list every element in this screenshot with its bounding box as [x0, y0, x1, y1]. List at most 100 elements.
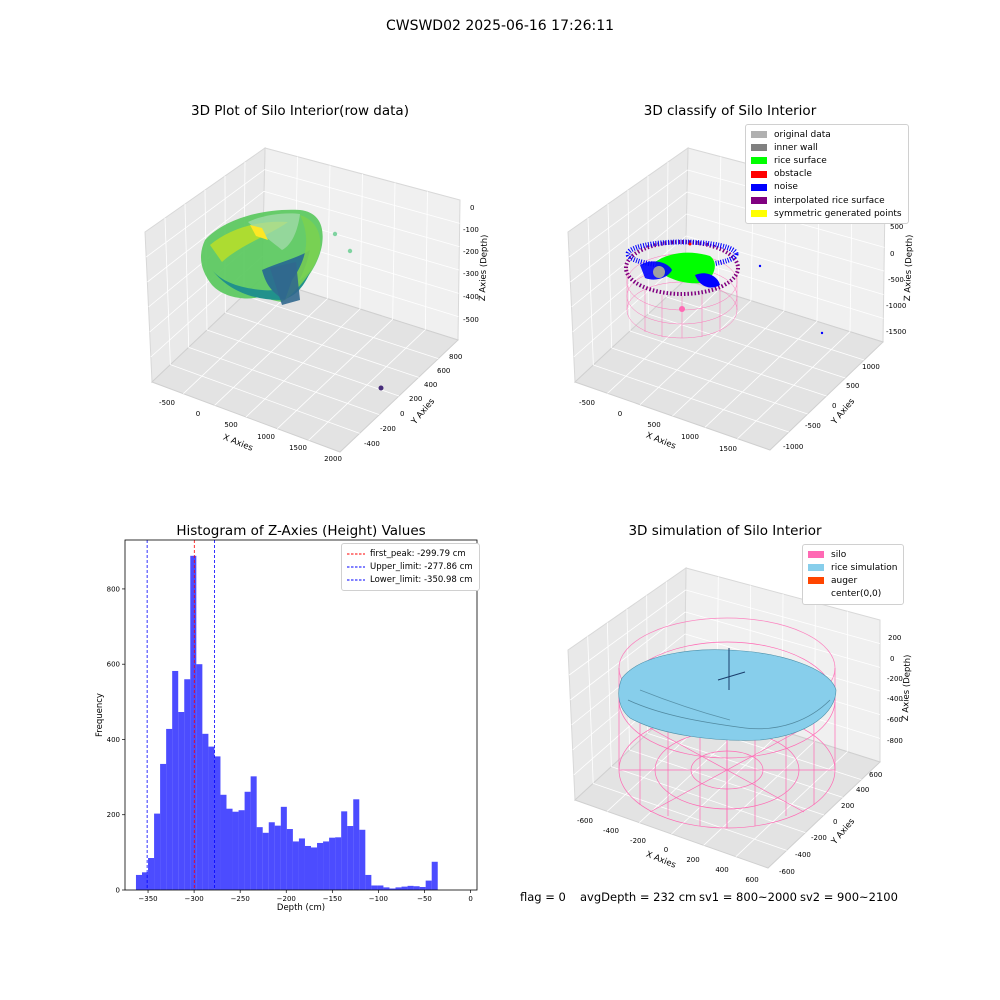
legend-swatch: [808, 551, 824, 559]
legend-swatch: [808, 577, 824, 585]
classify-xtick-label: 1500: [719, 445, 737, 453]
classify-origin-marker: [679, 306, 685, 312]
histogram-bar: [160, 763, 167, 890]
x-tick-label: −300: [184, 895, 203, 903]
histogram-bar: [208, 746, 215, 890]
histogram-bar: [347, 826, 354, 890]
legend-label: symmetric generated points: [774, 208, 902, 219]
legend-label: auger: [831, 575, 858, 586]
histogram-bar: [407, 885, 414, 890]
histogram-yaxis-label: Frequency: [95, 693, 105, 737]
histogram-bar: [190, 555, 197, 890]
raw-outlier-point: [347, 248, 353, 254]
simulation-xaxis-label: X Axies: [644, 850, 677, 871]
histogram-bar: [371, 885, 378, 890]
legend-label: noise: [774, 182, 798, 193]
legend-entry: noise: [751, 181, 902, 194]
histogram-bar: [383, 887, 390, 890]
simulation-ytick-label: 600: [869, 771, 882, 779]
pane-gridline: [685, 589, 881, 645]
raw-xtick-label: -500: [159, 399, 175, 407]
pane-gridline: [686, 213, 885, 272]
histogram-bar: [292, 841, 299, 890]
raw-ztick-label: -400: [463, 293, 479, 301]
classify-plot-title: 3D classify of Silo Interior: [643, 103, 817, 119]
histogram-y-ticks: 0 200 400 600 800: [107, 585, 125, 895]
simulation-ytick-label: 400: [856, 786, 869, 794]
legend-swatch: [751, 144, 767, 152]
pane-gridline: [639, 300, 752, 405]
raw-xtick-label: 1500: [289, 444, 307, 452]
legend-label: Upper_limit: -277.86 cm: [370, 561, 473, 572]
simulation-auger-arm: [717, 671, 746, 681]
raw-ztick-label: -100: [463, 226, 479, 234]
histogram-bar: [365, 874, 372, 890]
legend-entry: interpolated rice surface: [751, 194, 902, 207]
classify-gridlines: [568, 156, 885, 439]
pane-gridline: [308, 329, 426, 441]
classify-ztick-label: -1500: [886, 328, 906, 336]
x-tick-label: −150: [323, 895, 342, 903]
legend-label: obstacle: [774, 169, 812, 180]
histogram-bar: [250, 776, 257, 890]
histogram-bar: [304, 845, 311, 890]
legend-entry: Lower_limit: -350.98 cm: [347, 573, 473, 586]
simulation-xtick-label: 400: [715, 866, 728, 874]
pane-gridline: [245, 308, 361, 418]
classify-ztick-label: -1000: [886, 302, 906, 310]
simulation-xtick-label: -200: [630, 837, 646, 845]
histogram-bar: [341, 811, 348, 890]
legend-entry: first_peak: -299.79 cm: [347, 547, 473, 560]
pane-gridline: [568, 169, 688, 258]
raw-outlier-point: [332, 231, 338, 237]
histogram-xaxis-label: Depth (cm): [277, 903, 325, 913]
raw-point-cloud: [200, 209, 323, 305]
raw-ytick-label: -400: [364, 440, 380, 448]
legend-label: center(0,0): [831, 589, 882, 600]
pane-gridline: [264, 169, 460, 224]
y-tick-label: 600: [107, 661, 120, 669]
legend-swatch: [751, 131, 767, 139]
raw-zaxis-label: Z Axies (Depth): [478, 234, 490, 301]
legend-label: silo: [831, 549, 847, 560]
classify-inner-wall-blob: [653, 266, 665, 278]
histogram-bar: [353, 799, 360, 890]
legend-label: Lower_limit: -350.98 cm: [370, 574, 473, 585]
classify-xtick-label: 0: [618, 410, 622, 418]
classify-obstacle-point: [688, 242, 692, 246]
legend-entry: auger: [808, 574, 897, 587]
figure-title: CWSWD02 2025-06-16 17:26:11: [385, 18, 615, 34]
histogram-bar: [220, 794, 227, 890]
pane-gridline: [263, 190, 460, 248]
legend-swatch: [751, 197, 767, 205]
histogram-bar: [202, 733, 209, 890]
histogram-reference-lines: [146, 540, 215, 890]
legend-entry: center(0,0): [808, 588, 897, 601]
histogram-bar: [244, 791, 251, 890]
pane-gridline: [735, 751, 848, 857]
histogram-bar: [298, 838, 305, 890]
histogram-bar: [431, 861, 438, 890]
classify-ytick-label: 500: [846, 382, 859, 390]
histogram-title: Histogram of Z-Axies (Height) Values: [176, 523, 426, 539]
legend-label: rice surface: [774, 155, 827, 166]
classify-noise-point: [758, 264, 762, 268]
raw-ztick-label: 0: [470, 204, 474, 212]
histogram-bar: [172, 670, 179, 890]
histogram-bar: [135, 874, 143, 890]
classify-noise-ring: [625, 239, 739, 269]
simulation-ztick-label: 0: [890, 655, 894, 663]
legend-swatch: [808, 564, 824, 572]
simulation-ytick-label: -400: [795, 851, 811, 859]
classify-noise-patch: [695, 273, 720, 288]
pane-gridline: [685, 611, 881, 668]
histogram-bar: [329, 837, 336, 890]
pane-gridline: [277, 319, 393, 429]
legend-swatch: [751, 210, 767, 218]
legend-label: interpolated rice surface: [774, 195, 885, 206]
pane-gridline: [607, 290, 719, 394]
simulation-xtick-label: 200: [686, 856, 699, 864]
legend-swatch: [751, 170, 767, 178]
